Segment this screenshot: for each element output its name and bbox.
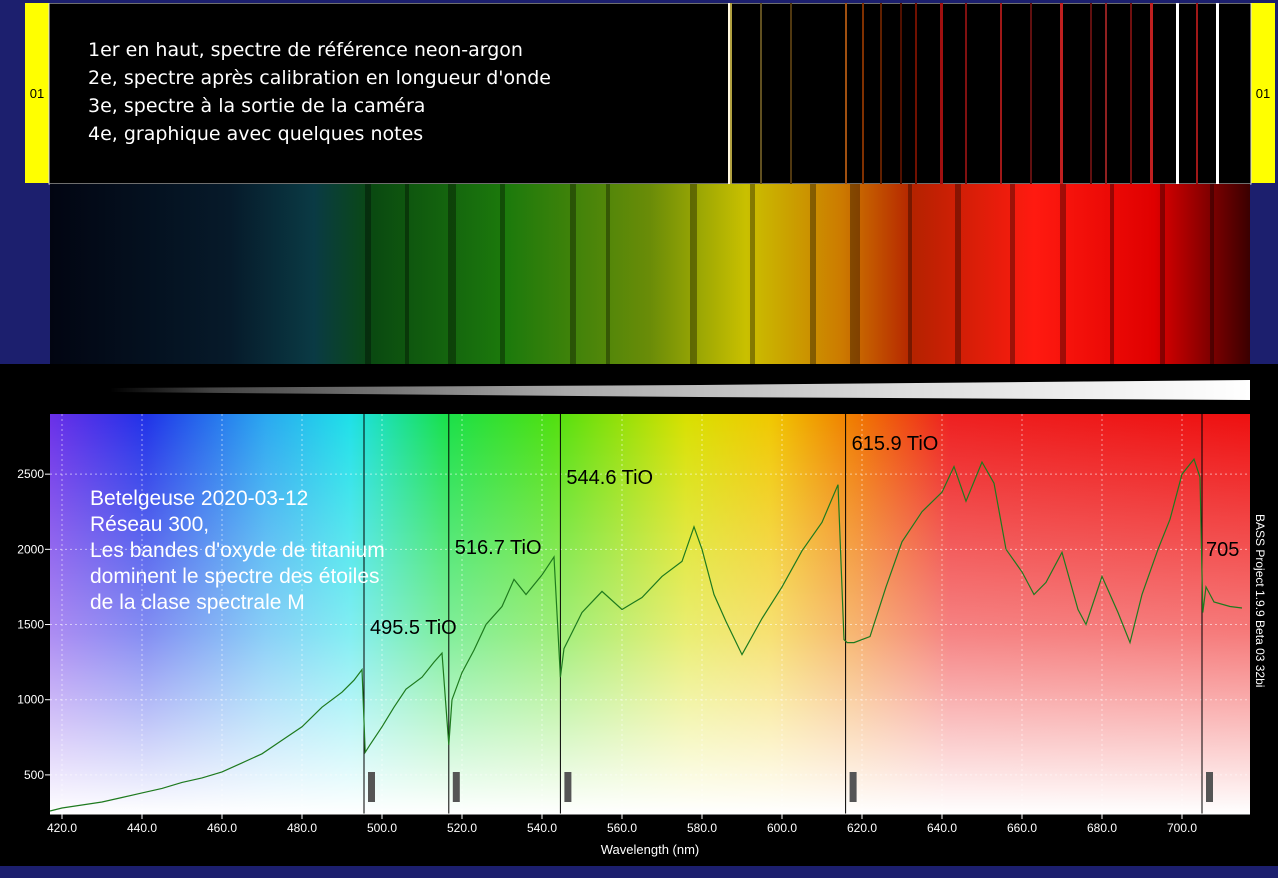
- annotation-marker-4: [1206, 772, 1213, 802]
- calibrated-band-3: [500, 184, 505, 364]
- reference-line-4: [845, 3, 847, 184]
- reference-line-3: [790, 3, 792, 184]
- frame-marker-right: 01: [1251, 3, 1275, 183]
- x-tick-label-6: 540.0: [527, 821, 557, 835]
- note-line-4: 4e, graphique avec quelques notes: [88, 123, 424, 145]
- y-tick-label-1: 1000: [17, 693, 44, 707]
- calibrated-band-16: [1210, 184, 1214, 364]
- reference-line-7: [900, 3, 902, 184]
- annotation-label-3: 615.9 TiO: [852, 433, 939, 455]
- camera-raw-trace: [110, 380, 1250, 400]
- y-tick-label-4: 2500: [17, 467, 44, 481]
- x-tick-label-1: 440.0: [127, 821, 157, 835]
- calibrated-band-15: [1160, 184, 1165, 364]
- reference-line-1: [730, 3, 732, 184]
- annotation-label-2: 544.6 TiO: [566, 467, 653, 489]
- reference-line-18: [1176, 3, 1179, 184]
- annotation-label-4: 705: [1206, 539, 1239, 561]
- annotation-marker-3: [849, 772, 857, 802]
- calibrated-spectrum-image: [50, 184, 1250, 364]
- overlay-text-line-1: Réseau 300,: [90, 513, 209, 536]
- calibrated-band-8: [810, 184, 816, 364]
- annotation-label-1: 516.7 TiO: [455, 537, 542, 559]
- camera-raw-spectrum: [0, 364, 1278, 414]
- calibrated-band-0: [365, 184, 371, 364]
- x-tick-label-9: 600.0: [767, 821, 797, 835]
- spectrum-chart: 495.5 TiO 516.7 TiO 544.6 TiO 615.9 TiO 705 …: [0, 410, 1278, 868]
- note-line-1: 1er en haut, spectre de référence neon-a…: [88, 39, 523, 61]
- reference-line-14: [1090, 3, 1092, 184]
- plot-background-fade: [50, 414, 1250, 814]
- calibrated-band-14: [1110, 184, 1114, 364]
- calibrated-band-11: [955, 184, 961, 364]
- calibrated-band-12: [1010, 184, 1015, 364]
- x-tick-label-8: 580.0: [687, 821, 717, 835]
- reference-line-5: [862, 3, 864, 184]
- calibrated-spectrum-strip: [50, 184, 1250, 364]
- reference-line-16: [1130, 3, 1132, 184]
- calibrated-band-10: [908, 184, 912, 364]
- bottom-band: [0, 866, 1278, 878]
- calibrated-band-1: [405, 184, 409, 364]
- calibrated-band-2: [448, 184, 456, 364]
- x-tick-label-12: 660.0: [1007, 821, 1037, 835]
- note-line-2: 2e, spectre après calibration en longueu…: [88, 67, 551, 89]
- frame-marker-left: 01: [25, 3, 49, 183]
- calibrated-band-6: [690, 184, 697, 364]
- frame-marker-right-label: 01: [1255, 85, 1271, 101]
- annotation-label-0: 495.5 TiO: [370, 617, 457, 639]
- frame-marker-left-label: 01: [29, 85, 45, 101]
- reference-line-15: [1105, 3, 1107, 184]
- x-tick-label-10: 620.0: [847, 821, 877, 835]
- reference-line-20: [1216, 3, 1219, 184]
- x-tick-label-7: 560.0: [607, 821, 637, 835]
- calibrated-band-13: [1060, 184, 1066, 364]
- reference-line-11: [1000, 3, 1002, 184]
- overlay-text-line-0: Betelgeuse 2020-03-12: [90, 487, 308, 510]
- reference-line-6: [880, 3, 882, 184]
- annotation-marker-2: [564, 772, 572, 802]
- calibrated-band-5: [606, 184, 610, 364]
- calibrated-band-4: [570, 184, 576, 364]
- y-tick-label-0: 500: [24, 768, 44, 782]
- reference-line-8: [915, 3, 917, 184]
- x-tick-label-13: 680.0: [1087, 821, 1117, 835]
- x-tick-label-11: 640.0: [927, 821, 957, 835]
- reference-line-19: [1196, 3, 1198, 184]
- x-axis-label: Wavelength (nm): [601, 842, 700, 857]
- x-tick-label-5: 520.0: [447, 821, 477, 835]
- reference-line-2: [760, 3, 762, 184]
- note-line-3: 3e, spectre à la sortie de la caméra: [88, 95, 426, 117]
- reference-line-0: [728, 3, 730, 184]
- x-tick-label-4: 500.0: [367, 821, 397, 835]
- overlay-text-line-4: de la clase spectrale M: [90, 591, 305, 614]
- reference-line-17: [1150, 3, 1153, 184]
- x-tick-label-14: 700.0: [1167, 821, 1197, 835]
- reference-line-13: [1060, 3, 1063, 184]
- series-line: [49, 457, 1243, 812]
- annotation-marker-0: [368, 772, 375, 802]
- x-tick-label-2: 460.0: [207, 821, 237, 835]
- reference-line-9: [940, 3, 943, 184]
- notes-block: 1er en haut, spectre de référence neon-a…: [88, 36, 551, 148]
- y-tick-label-3: 2000: [17, 542, 44, 556]
- calibrated-band-9: [850, 184, 860, 364]
- calibrated-band-7: [750, 184, 755, 364]
- y-tick-label-2: 1500: [17, 618, 44, 632]
- overlay-text-line-3: dominent le spectre des étoiles: [90, 565, 380, 588]
- neon-argon-reference-spectrum: [0, 0, 1278, 185]
- reference-line-10: [965, 3, 967, 184]
- x-tick-label-3: 480.0: [287, 821, 317, 835]
- overlay-text-line-2: Les bandes d'oxyde de titanium: [90, 539, 385, 562]
- reference-line-12: [1030, 3, 1032, 184]
- x-tick-label-0: 420.0: [47, 821, 77, 835]
- reference-spectrum-panel: 01 01 1er en haut, spectre de référence …: [0, 0, 1278, 188]
- software-watermark: BASS Project 1.9.9 Beta 03 32bi: [1253, 514, 1267, 687]
- annotation-marker-1: [452, 772, 460, 802]
